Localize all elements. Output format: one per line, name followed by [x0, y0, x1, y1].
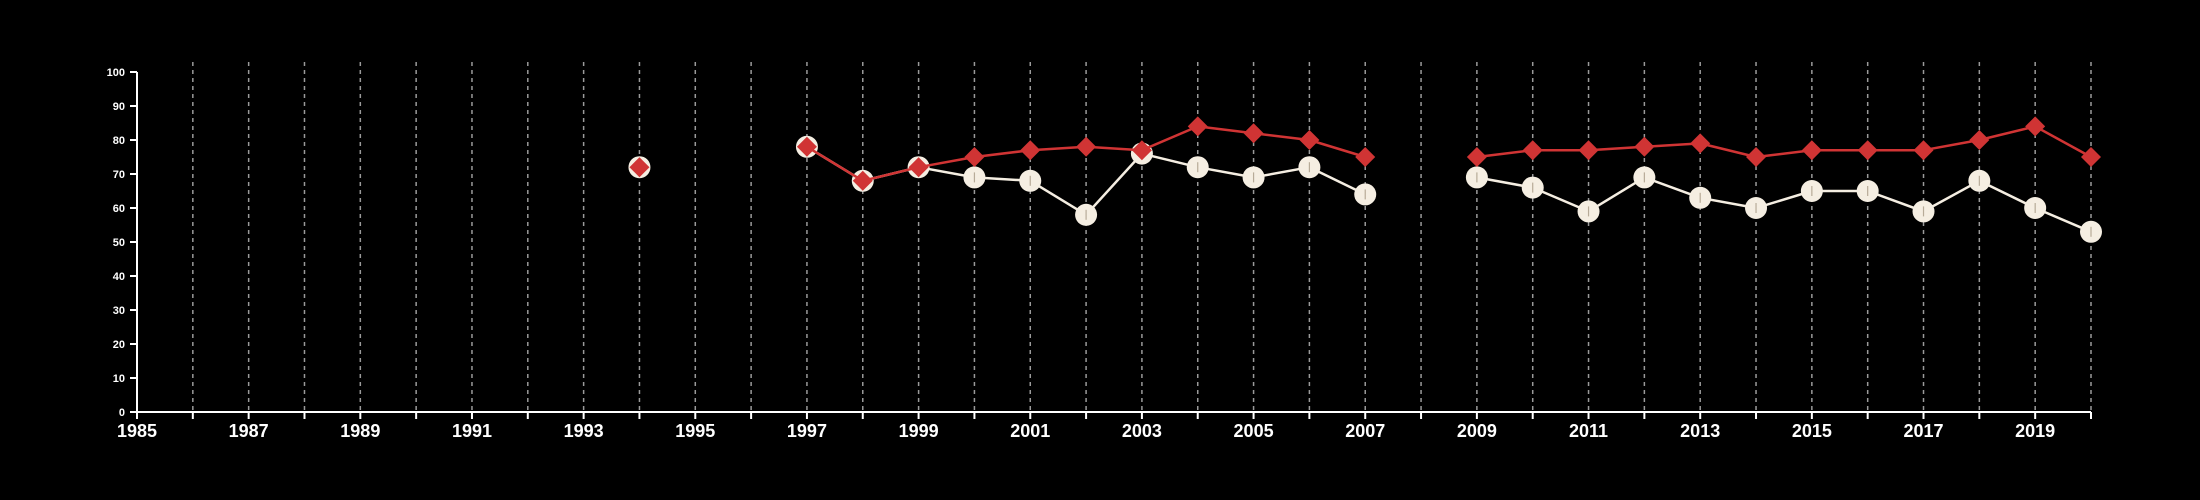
series-1-segment	[1197, 125, 1254, 135]
series-1-point-1998	[852, 170, 873, 191]
xtick-label-2007: 2007	[1345, 421, 1385, 441]
series-1-point-2011	[1578, 140, 1599, 161]
series-1-segment	[806, 145, 864, 182]
series-1-point-2000	[964, 147, 985, 167]
series-1-segment	[918, 155, 975, 169]
series-1-point-2001	[1020, 140, 1041, 161]
xtick-label-2013: 2013	[1680, 421, 1720, 441]
ytick-label-40: 40	[113, 271, 125, 283]
series-1-point-2009	[1466, 147, 1487, 167]
xtick-label-2017: 2017	[1903, 421, 1943, 441]
xtick-label-1995: 1995	[675, 421, 715, 441]
series-1-point-2013	[1690, 133, 1711, 154]
xtick-label-2005: 2005	[1234, 421, 1274, 441]
ytick-label-100: 100	[107, 67, 125, 79]
ytick-label-50: 50	[113, 237, 125, 249]
y-axis-ticks: 0 10 20 30 40 50 60 70 80 90 100	[107, 67, 137, 419]
x-axis-ticks: 1985 1987 1989 1991 1993 1995 1997 1999 2001 2003…	[117, 412, 2092, 441]
xtick-label-2019: 2019	[2015, 421, 2055, 441]
series-1-point-1997	[796, 136, 817, 157]
series-1-segment	[1923, 138, 1980, 152]
series-1-point-2010	[1522, 140, 1543, 161]
xtick-label-2001: 2001	[1010, 421, 1050, 441]
series-1-segment	[1309, 138, 1366, 159]
series-1	[629, 116, 2101, 191]
series-2	[628, 135, 2102, 243]
series-2-segment	[1085, 152, 1143, 216]
series-1-segment	[1699, 142, 1757, 159]
xtick-label-1993: 1993	[564, 421, 604, 441]
series-1-segment	[1253, 131, 1310, 142]
series-1-point-2005	[1243, 123, 1264, 144]
xtick-label-1987: 1987	[229, 421, 269, 441]
xtick-label-1989: 1989	[340, 421, 380, 441]
axes	[136, 72, 2091, 413]
series-1-point-2014	[1746, 147, 1767, 167]
series-1-point-2002	[1076, 136, 1097, 157]
vertical-gridlines	[192, 62, 2092, 412]
series-1-segment	[1755, 148, 1813, 159]
series-1-point-1999	[908, 157, 929, 178]
ytick-label-70: 70	[113, 169, 125, 181]
series-1-point-2004	[1187, 116, 1208, 137]
series-1-point-2020	[2081, 147, 2101, 167]
xtick-label-2009: 2009	[1457, 421, 1497, 441]
ytick-label-10: 10	[113, 373, 125, 385]
series-1-point-2015	[1801, 140, 1822, 161]
xtick-label-2003: 2003	[1122, 421, 1162, 441]
series-1-point-2019	[2025, 116, 2046, 137]
ytick-label-80: 80	[113, 135, 125, 147]
series-1-point-2017	[1913, 140, 1934, 161]
xtick-label-2015: 2015	[1792, 421, 1832, 441]
series-1-segment	[1476, 148, 1533, 159]
series-1-segment	[974, 148, 1031, 159]
xtick-label-2011: 2011	[1569, 421, 1608, 441]
series-1-point-2012	[1634, 136, 1655, 157]
series-1-point-2007	[1355, 147, 1376, 167]
ytick-label-30: 30	[113, 305, 125, 317]
xtick-label-1999: 1999	[899, 421, 939, 441]
series-1-segment	[2034, 125, 2092, 159]
series-1-segment	[1979, 125, 2036, 142]
ytick-label-20: 20	[113, 339, 125, 351]
series-1-point-2016	[1857, 140, 1878, 161]
series-1-segment	[1141, 125, 1199, 152]
series-1-point-2003	[1131, 140, 1152, 161]
xtick-label-1991: 1991	[452, 421, 492, 441]
series-layer	[628, 116, 2102, 243]
ytick-label-60: 60	[113, 203, 125, 215]
series-1-point-2006	[1299, 130, 1320, 150]
xtick-label-1997: 1997	[787, 421, 827, 441]
series-1-segment	[862, 165, 919, 183]
series-1-point-2018	[1969, 130, 1990, 150]
ytick-label-0: 0	[119, 407, 125, 419]
series-1-point-1994	[629, 157, 650, 178]
xtick-label-1985: 1985	[117, 421, 157, 441]
ytick-label-90: 90	[113, 101, 125, 113]
